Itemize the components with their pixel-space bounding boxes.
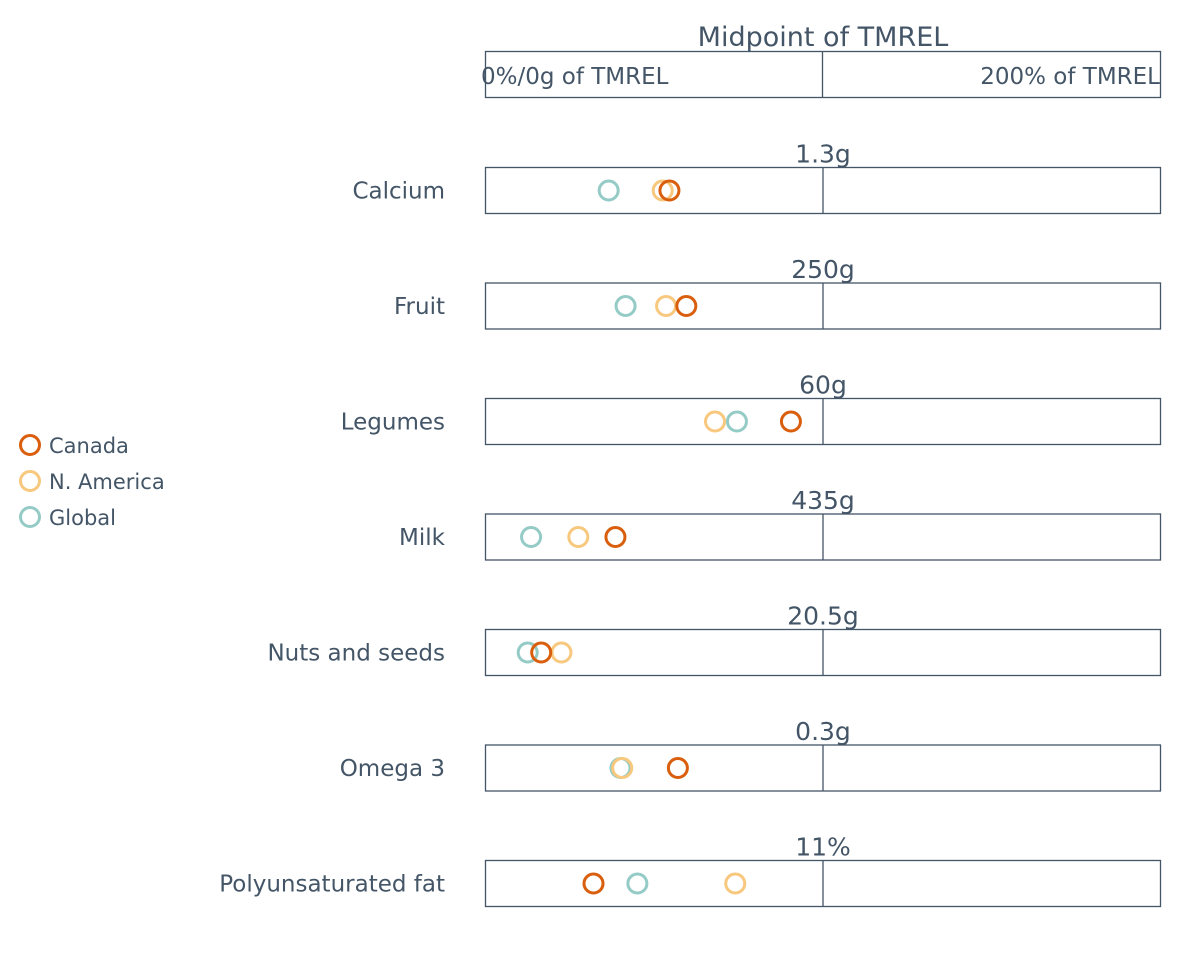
scale-left-label: 0%/0g of TMREL — [481, 64, 669, 90]
legend-label: N. America — [49, 470, 165, 494]
tmrel-value-label: 1.3g — [795, 140, 851, 169]
point-canada — [779, 410, 802, 433]
point-global — [597, 179, 620, 202]
category-label: Omega 3 — [340, 756, 445, 782]
point-global — [614, 295, 637, 317]
chart-title: Midpoint of TMREL — [698, 22, 949, 53]
category-label: Milk — [399, 525, 446, 551]
row-calcium: Calcium 1.3g — [352, 140, 1162, 215]
row-milk: Milk 435g — [399, 486, 1162, 561]
tmrel-value-label: 435g — [791, 486, 855, 515]
row-legumes: Legumes 60g — [341, 371, 1162, 446]
row-polyunsaturated-fat: Polyunsaturated fat 11% — [219, 833, 1162, 908]
tmrel-value-label: 11% — [795, 833, 851, 862]
point-canada — [675, 295, 698, 317]
legend-marker — [19, 434, 41, 456]
chart-rows: Calcium 1.3g Fruit 250g Legumes 60g Milk 435g Nu… — [219, 140, 1162, 908]
point-global — [520, 526, 543, 548]
legend-item-global: Global — [19, 506, 116, 530]
legend-label: Canada — [49, 434, 129, 458]
category-label: Fruit — [394, 294, 445, 320]
point-canada — [604, 526, 627, 548]
point-canada — [582, 872, 605, 895]
point-n-america — [651, 179, 674, 202]
legend-label: Global — [49, 506, 116, 530]
point-canada — [658, 179, 681, 202]
category-label: Legumes — [341, 410, 445, 436]
point-global — [516, 641, 539, 664]
legend: Canada N. America Global — [19, 434, 165, 530]
point-n-america — [611, 757, 634, 779]
legend-item-canada: Canada — [19, 434, 129, 458]
tmrel-value-label: 250g — [791, 255, 855, 284]
point-n-america — [704, 410, 726, 433]
legend-marker — [19, 470, 41, 492]
legend-item-n-america: N. America — [19, 470, 165, 494]
point-canada — [666, 757, 689, 779]
tmrel-value-label: 20.5g — [787, 602, 859, 631]
point-n-america — [655, 295, 678, 317]
tmrel-value-label: 60g — [799, 371, 847, 400]
point-n-america — [550, 641, 573, 664]
row-omega-3: Omega 3 0.3g — [340, 717, 1162, 792]
row-fruit: Fruit 250g — [394, 255, 1162, 330]
point-global — [725, 410, 748, 433]
legend-marker — [19, 506, 41, 528]
point-global — [626, 872, 649, 895]
category-label: Calcium — [352, 179, 445, 205]
tmrel-value-label: 0.3g — [795, 717, 851, 746]
point-n-america — [567, 526, 590, 548]
scale-header: 0%/0g of TMREL 200% of TMREL — [481, 50, 1162, 99]
point-canada — [530, 641, 553, 664]
category-label: Nuts and seeds — [267, 641, 445, 667]
scale-right-label: 200% of TMREL — [980, 64, 1160, 90]
point-n-america — [724, 872, 747, 895]
row-nuts-and-seeds: Nuts and seeds 20.5g — [267, 602, 1162, 677]
category-label: Polyunsaturated fat — [219, 872, 445, 898]
